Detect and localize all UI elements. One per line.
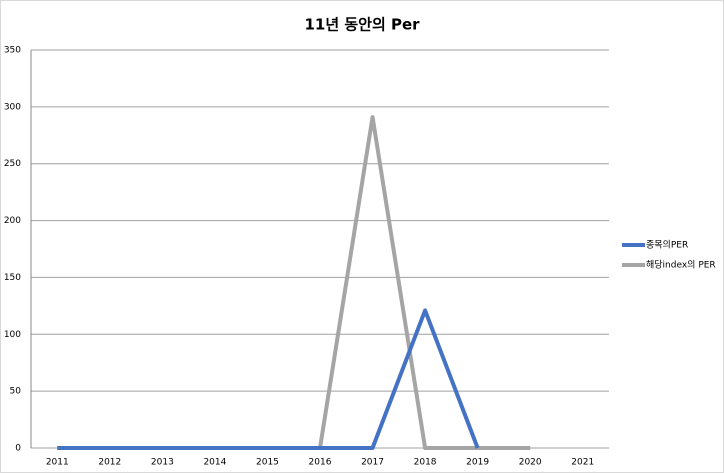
y-tick-label: 150 <box>4 273 21 283</box>
x-tick-label: 2016 <box>309 458 332 468</box>
y-tick-label: 350 <box>4 46 21 56</box>
y-tick-label: 200 <box>4 216 21 226</box>
legend-label: 해당index의 PER <box>646 260 716 271</box>
series-line <box>57 308 480 450</box>
legend-label: 종목의PER <box>646 240 688 251</box>
x-tick-label: 2021 <box>571 458 594 468</box>
chart-title: 11년 동안의 Per <box>304 16 420 34</box>
y-tick-label: 50 <box>10 387 22 397</box>
x-tick-label: 2018 <box>414 458 437 468</box>
x-tick-label: 2012 <box>98 458 121 468</box>
y-tick-label: 250 <box>4 159 21 169</box>
x-tick-label: 2011 <box>46 458 69 468</box>
x-tick-label: 2019 <box>466 458 489 468</box>
y-tick-label: 100 <box>4 330 21 340</box>
x-tick-label: 2014 <box>203 458 226 468</box>
x-tick-label: 2013 <box>151 458 174 468</box>
x-tick-label: 2020 <box>519 458 542 468</box>
y-tick-label: 300 <box>4 102 21 112</box>
y-tick-label: 0 <box>15 444 21 454</box>
x-tick-label: 2015 <box>256 458 279 468</box>
x-tick-label: 2017 <box>361 458 384 468</box>
